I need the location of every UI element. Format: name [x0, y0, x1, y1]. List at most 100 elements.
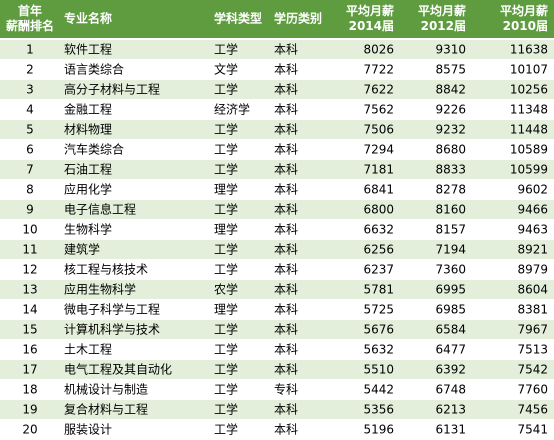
table-cell: 汽车类综合 — [64, 142, 124, 157]
table-cell: 金融工程 — [64, 102, 112, 117]
table-cell: 6985 — [435, 303, 466, 317]
table-cell: 7 — [26, 163, 34, 177]
table-cell: 9310 — [435, 43, 466, 57]
table-cell: 7760 — [517, 383, 548, 397]
table-cell: 工学 — [214, 142, 238, 157]
table-cell: 本科 — [274, 203, 298, 217]
header-background — [0, 0, 554, 38]
table-cell: 7506 — [363, 123, 394, 137]
table-cell: 10599 — [510, 163, 548, 177]
table-cell: 8921 — [517, 243, 548, 257]
row-background — [0, 180, 554, 199]
table-cell: 5356 — [363, 403, 394, 417]
table-cell: 石油工程 — [64, 162, 112, 177]
table-cell: 8278 — [435, 183, 466, 197]
table-cell: 7542 — [517, 363, 548, 377]
table-cell: 本科 — [274, 423, 298, 437]
table-cell: 文学 — [214, 62, 238, 77]
row-background — [0, 260, 554, 279]
header-cell: 平均月薪 — [500, 3, 548, 18]
table-cell: 本科 — [274, 163, 298, 177]
table-cell: 本科 — [274, 343, 298, 357]
table-cell: 12 — [22, 263, 37, 277]
table-cell: 8979 — [517, 263, 548, 277]
table-cell: 微电子科学与工程 — [64, 302, 160, 317]
table-cell: 本科 — [274, 223, 298, 237]
table-cell: 6995 — [435, 283, 466, 297]
header-cell: 2014届 — [349, 19, 394, 33]
header-cell: 2010届 — [503, 19, 548, 33]
row-background — [0, 320, 554, 339]
row-background — [0, 360, 554, 379]
table-cell: 工学 — [214, 162, 238, 177]
table-cell: 复合材料与工程 — [64, 402, 148, 417]
table-cell: 应用生物科学 — [64, 282, 136, 297]
table-cell: 专科 — [274, 382, 298, 397]
table-cell: 生物科学 — [64, 222, 112, 237]
table-cell: 7294 — [363, 143, 394, 157]
table-cell: 工学 — [214, 42, 238, 57]
table-cell: 理学 — [214, 302, 238, 317]
table-cell: 本科 — [274, 63, 298, 77]
table-cell: 6131 — [435, 423, 466, 437]
row-background — [0, 240, 554, 259]
table-cell: 工学 — [214, 342, 238, 357]
header-cell: 薪酬排名 — [6, 18, 54, 33]
table-cell: 本科 — [274, 183, 298, 197]
table-cell: 6 — [26, 143, 34, 157]
table-cell: 6800 — [363, 203, 394, 217]
table-cell: 6584 — [435, 323, 466, 337]
table-cell: 本科 — [274, 83, 298, 97]
table-cell: 7513 — [517, 343, 548, 357]
row-background — [0, 80, 554, 99]
table-cell: 9 — [26, 203, 34, 217]
table-cell: 7967 — [517, 323, 548, 337]
table-cell: 9602 — [517, 183, 548, 197]
table-cell: 工学 — [214, 122, 238, 137]
table-cell: 2 — [26, 63, 34, 77]
table-cell: 本科 — [274, 403, 298, 417]
table-cell: 6841 — [363, 183, 394, 197]
table-cell: 工学 — [214, 82, 238, 97]
table-cell: 应用化学 — [64, 182, 112, 197]
table-cell: 本科 — [274, 363, 298, 377]
table-cell: 本科 — [274, 143, 298, 157]
table-cell: 电子信息工程 — [64, 202, 136, 217]
header-cell: 首年 — [18, 3, 42, 18]
table-cell: 本科 — [274, 283, 298, 297]
table-cell: 8 — [26, 183, 34, 197]
table-cell: 7541 — [517, 423, 548, 437]
table-cell: 8833 — [435, 163, 466, 177]
table-cell: 服装设计 — [64, 423, 112, 437]
table-cell: 机械设计与制造 — [64, 382, 148, 397]
table-cell: 5781 — [363, 283, 394, 297]
table-cell: 6748 — [435, 383, 466, 397]
table-cell: 7181 — [363, 163, 394, 177]
table-cell: 6256 — [363, 243, 394, 257]
table-cell: 10256 — [510, 83, 548, 97]
row-background — [0, 160, 554, 179]
table-cell: 本科 — [274, 303, 298, 317]
header-cell: 学历类别 — [274, 11, 322, 26]
table-cell: 高分子材料与工程 — [64, 82, 160, 97]
header-cell: 专业名称 — [64, 11, 112, 26]
row-background — [0, 40, 554, 59]
table-cell: 本科 — [274, 123, 298, 137]
table-cell: 7194 — [435, 243, 466, 257]
table-cell: 计算机科学与技术 — [64, 322, 160, 337]
row-background — [0, 400, 554, 419]
table-cell: 8575 — [435, 63, 466, 77]
table-cell: 9226 — [435, 103, 466, 117]
table-cell: 6392 — [435, 363, 466, 377]
row-background — [0, 340, 554, 359]
table-cell: 11448 — [510, 123, 548, 137]
row-background — [0, 140, 554, 159]
table-cell: 建筑学 — [64, 242, 100, 257]
table-cell: 本科 — [274, 43, 298, 57]
table-cell: 13 — [22, 283, 37, 297]
table-cell: 6213 — [435, 403, 466, 417]
table-cell: 7360 — [435, 263, 466, 277]
table-cell: 材料物理 — [64, 123, 112, 137]
